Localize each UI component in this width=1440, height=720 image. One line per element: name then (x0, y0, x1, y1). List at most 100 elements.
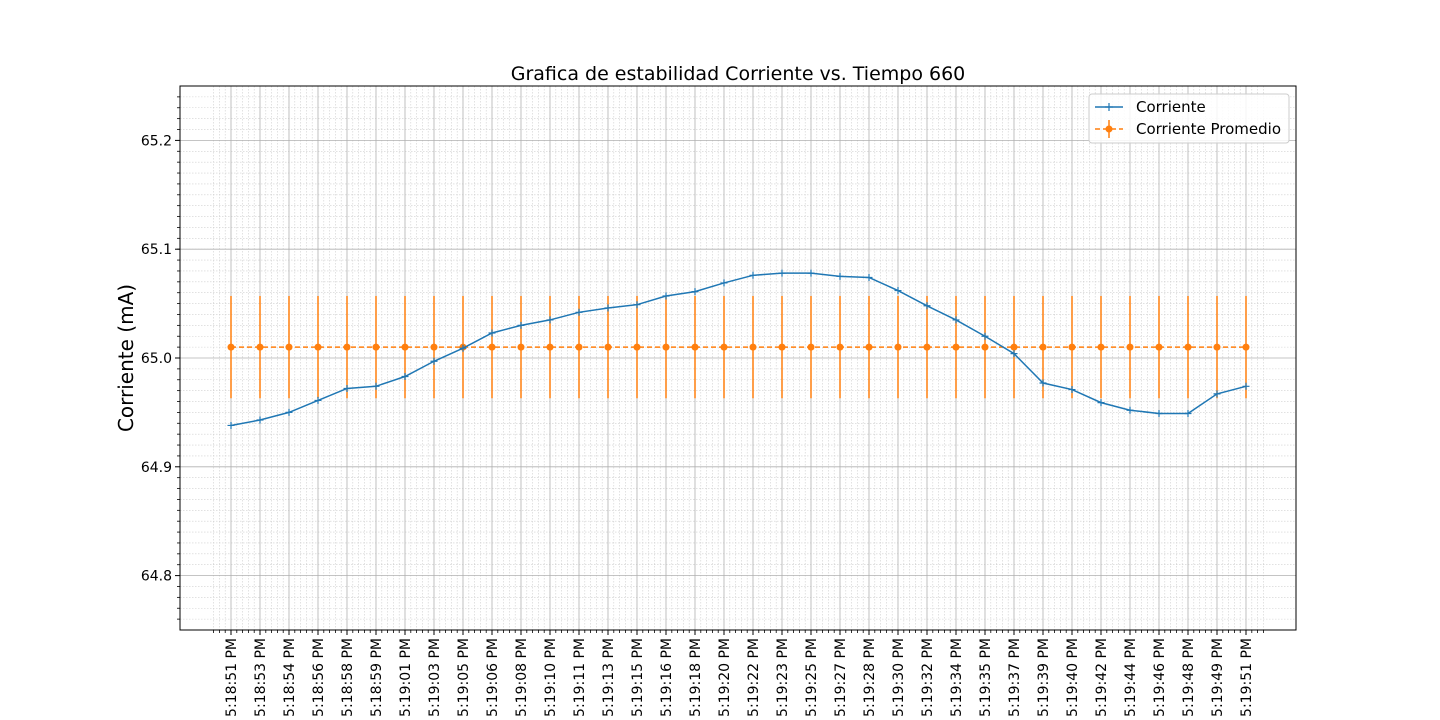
data-point (720, 279, 728, 287)
data-point (1155, 409, 1163, 417)
data-point (256, 416, 264, 424)
x-tick-label: 5:19:49 PM (1210, 638, 1226, 717)
x-tick-label: 5:19:16 PM (659, 638, 675, 717)
average-point (1039, 343, 1047, 351)
data-point (807, 269, 815, 277)
average-point (227, 343, 235, 351)
x-tick-label: 5:19:28 PM (862, 638, 878, 717)
data-point (285, 408, 293, 416)
data-point (865, 273, 873, 281)
x-tick-label: 5:19:27 PM (833, 638, 849, 717)
x-tick-label: 5:19:46 PM (1152, 638, 1168, 717)
average-point (691, 343, 699, 351)
average-point (720, 343, 728, 351)
average-point (836, 343, 844, 351)
series-line (230, 272, 1247, 427)
data-point (459, 344, 467, 352)
data-point (1213, 390, 1221, 398)
x-tick-label: 5:19:35 PM (978, 638, 994, 717)
average-point (1068, 343, 1076, 351)
x-tick-label: 5:19:39 PM (1036, 638, 1052, 717)
average-point (662, 343, 670, 351)
x-tick-label: 5:19:23 PM (775, 638, 791, 717)
average-point (575, 343, 583, 351)
x-tick-label: 5:19:08 PM (514, 638, 530, 717)
data-point (836, 272, 844, 280)
x-tick-label: 5:19:11 PM (572, 638, 588, 717)
x-tick-label: 5:19:15 PM (630, 638, 646, 717)
data-point (1097, 399, 1105, 407)
data-point (923, 302, 931, 310)
data-point (749, 271, 757, 279)
data-point (314, 396, 322, 404)
y-tick-label: 64.9 (141, 460, 172, 476)
average-point (952, 343, 960, 351)
average-point (981, 343, 989, 351)
data-point (1068, 386, 1076, 394)
data-point (952, 316, 960, 324)
x-tick-label: 5:19:18 PM (688, 638, 704, 717)
average-point (1184, 343, 1192, 351)
legend: Corriente Corriente Promedio (1088, 93, 1290, 144)
average-point (1097, 343, 1105, 351)
legend-marker-promedio (1105, 125, 1113, 133)
x-tick-label: 5:19:05 PM (456, 638, 472, 717)
y-axis-label: Corriente (mA) (114, 284, 138, 432)
data-point (517, 321, 525, 329)
average-point (401, 343, 409, 351)
average-point (372, 343, 380, 351)
average-point (256, 343, 264, 351)
average-point (633, 343, 641, 351)
average-point (1242, 343, 1250, 351)
data-point (691, 288, 699, 296)
y-axis: 64.8 64.9 65.0 65.1 65.2 (141, 96, 180, 620)
data-point (1126, 406, 1134, 414)
x-tick-label: 5:19:40 PM (1065, 638, 1081, 717)
legend-label-corriente: Corriente (1136, 98, 1206, 116)
legend-marker-corriente (1105, 103, 1113, 111)
average-point (749, 343, 757, 351)
data-point (633, 301, 641, 309)
x-tick-label: 5:19:42 PM (1094, 638, 1110, 717)
x-tick-label: 5:19:06 PM (485, 638, 501, 717)
data-point (981, 332, 989, 340)
data-point (1010, 350, 1018, 358)
data-point (343, 384, 351, 392)
x-tick-label: 5:19:20 PM (717, 638, 733, 717)
x-axis: 5:18:51 PM 5:18:53 PM 5:18:54 PM 5:18:56 PM… (213, 630, 1264, 717)
average-point (517, 343, 525, 351)
data-point (488, 329, 496, 337)
x-tick-label: 5:19:51 PM (1239, 638, 1255, 717)
average-point (923, 343, 931, 351)
x-tick-label: 5:19:34 PM (949, 638, 965, 717)
average-point (314, 343, 322, 351)
average-point (343, 343, 351, 351)
x-tick-label: 5:19:13 PM (601, 638, 617, 717)
x-tick-label: 5:18:59 PM (369, 638, 385, 717)
data-point (1242, 382, 1250, 390)
chart-title: Grafica de estabilidad Corriente vs. Tie… (511, 63, 966, 85)
y-tick-label: 65.0 (141, 351, 172, 367)
average-point (430, 343, 438, 351)
y-tick-label: 65.2 (141, 133, 172, 149)
average-point (865, 343, 873, 351)
average-point (1213, 343, 1221, 351)
data-point (401, 372, 409, 380)
x-tick-label: 5:19:22 PM (746, 638, 762, 717)
x-tick-label: 5:19:32 PM (920, 638, 936, 717)
average-point (604, 343, 612, 351)
average-point (1155, 343, 1163, 351)
data-point (604, 304, 612, 312)
average-point (807, 343, 815, 351)
average-point (488, 343, 496, 351)
x-tick-label: 5:18:54 PM (282, 638, 298, 717)
average-point (546, 343, 554, 351)
data-point (575, 308, 583, 316)
average-point (778, 343, 786, 351)
x-tick-label: 5:19:37 PM (1007, 638, 1023, 717)
data-point (662, 292, 670, 300)
x-tick-label: 5:18:53 PM (253, 638, 269, 717)
legend-label-promedio: Corriente Promedio (1136, 120, 1281, 138)
series-corriente (227, 269, 1250, 429)
